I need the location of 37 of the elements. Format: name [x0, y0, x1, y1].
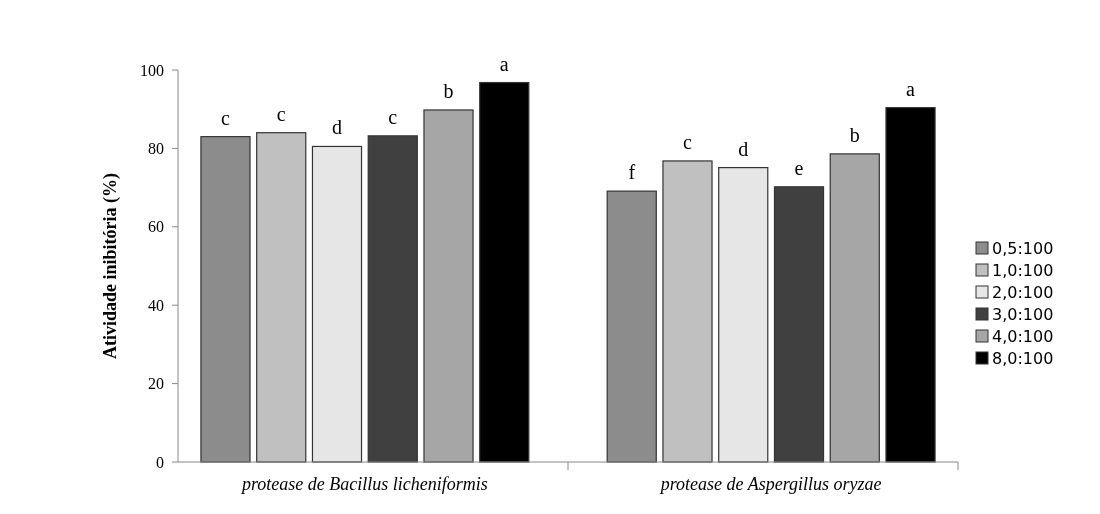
bar — [423, 109, 474, 463]
x-tick-label: protease de Bacillus licheniformis — [239, 474, 488, 494]
data-label: c — [221, 106, 231, 129]
y-tick-label: 60 — [148, 218, 164, 236]
y-tick-label: 40 — [148, 296, 164, 314]
data-label: a — [499, 52, 509, 75]
bar — [718, 167, 769, 463]
data-label: d — [332, 116, 342, 139]
legend-label: 3,0:100 — [992, 304, 1054, 324]
data-label: d — [738, 137, 749, 160]
y-axis-title: Atividade inibitória (%) — [100, 172, 121, 360]
bar — [479, 81, 530, 463]
data-label: f — [628, 161, 636, 184]
data-label: b — [443, 79, 454, 102]
legend-label: 2,0:100 — [992, 282, 1054, 302]
bar — [829, 153, 880, 463]
data-label: c — [276, 102, 286, 125]
bar — [256, 132, 307, 463]
legend-label: 0,5:100 — [992, 238, 1054, 258]
data-label: c — [683, 130, 693, 153]
y-tick-label: 0 — [156, 453, 164, 471]
y-tick-label: 80 — [148, 140, 164, 157]
y-tick-label: 20 — [148, 375, 164, 393]
bar — [885, 107, 936, 463]
bar — [367, 135, 418, 463]
legend-label: 1,0:100 — [992, 260, 1054, 280]
y-tick-label: 100 — [140, 61, 164, 79]
legend-label: 4,0:100 — [992, 326, 1054, 346]
bar — [773, 186, 825, 463]
x-tick-label: protease de Aspergillus oryzae — [658, 474, 882, 494]
data-label: a — [906, 77, 916, 100]
data-label: e — [794, 156, 804, 179]
data-label: b — [849, 123, 860, 146]
bar — [311, 145, 363, 463]
data-label: c — [388, 105, 398, 128]
bar — [662, 160, 713, 463]
legend-label: 8,0:100 — [992, 348, 1054, 368]
